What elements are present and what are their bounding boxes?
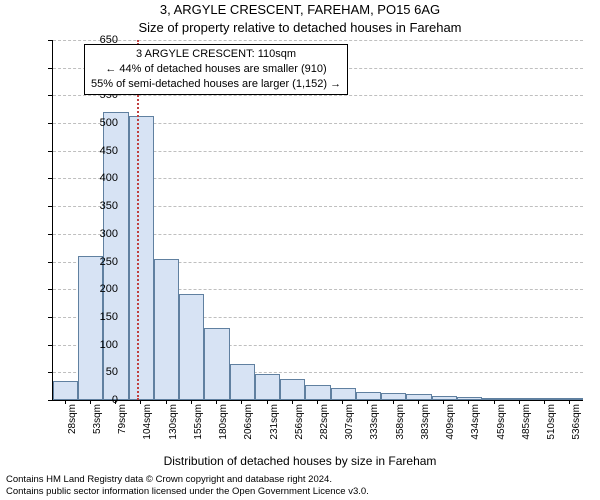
y-tick-mark: [48, 234, 52, 235]
x-tick-mark: [393, 400, 394, 404]
histogram-bar: [482, 398, 507, 400]
x-tick-mark: [519, 400, 520, 404]
x-tick-label: 256sqm: [294, 404, 305, 454]
x-tick-mark: [166, 400, 167, 404]
y-tick-label: 100: [58, 339, 118, 351]
y-tick-label: 150: [58, 311, 118, 323]
annotation-line-larger: 55% of semi-detached houses are larger (…: [91, 77, 341, 92]
chart-title-desc: Size of property relative to detached ho…: [0, 20, 600, 35]
x-tick-label: 510sqm: [546, 404, 557, 454]
annotation-line-property-size: 3 ARGYLE CRESCENT: 110sqm: [91, 47, 341, 62]
x-tick-mark: [292, 400, 293, 404]
histogram-bar: [356, 392, 381, 400]
x-tick-label: 383sqm: [420, 404, 431, 454]
histogram-bar: [129, 116, 154, 400]
footer-line-2: Contains public sector information licen…: [6, 486, 369, 498]
y-tick-mark: [48, 372, 52, 373]
x-tick-label: 434sqm: [470, 404, 481, 454]
x-tick-label: 79sqm: [117, 404, 128, 454]
y-tick-mark: [48, 206, 52, 207]
chart-container: 3, ARGYLE CRESCENT, FAREHAM, PO15 6AG Si…: [0, 0, 600, 500]
x-tick-label: 155sqm: [193, 404, 204, 454]
x-tick-mark: [317, 400, 318, 404]
annotation-box: 3 ARGYLE CRESCENT: 110sqm ← 44% of detac…: [84, 44, 348, 95]
x-tick-label: 282sqm: [319, 404, 330, 454]
y-tick-mark: [48, 123, 52, 124]
histogram-bar: [154, 259, 179, 400]
x-tick-mark: [544, 400, 545, 404]
x-tick-label: 130sqm: [168, 404, 179, 454]
y-tick-mark: [48, 345, 52, 346]
y-tick-mark: [48, 40, 52, 41]
x-axis-label: Distribution of detached houses by size …: [0, 454, 600, 468]
y-tick-mark: [48, 400, 52, 401]
histogram-bar: [507, 398, 532, 400]
x-tick-label: 206sqm: [243, 404, 254, 454]
y-tick-mark: [48, 289, 52, 290]
y-tick-label: 450: [58, 145, 118, 157]
histogram-bar: [381, 393, 406, 400]
grid-line: [53, 95, 583, 96]
x-tick-label: 333sqm: [369, 404, 380, 454]
histogram-bar: [255, 374, 280, 400]
x-tick-label: 485sqm: [521, 404, 532, 454]
histogram-bar: [230, 364, 255, 400]
x-tick-label: 104sqm: [142, 404, 153, 454]
annotation-line-smaller: ← 44% of detached houses are smaller (91…: [91, 62, 341, 77]
x-tick-mark: [216, 400, 217, 404]
histogram-bar: [331, 388, 356, 400]
y-tick-mark: [48, 151, 52, 152]
x-tick-label: 536sqm: [571, 404, 582, 454]
chart-title-address: 3, ARGYLE CRESCENT, FAREHAM, PO15 6AG: [0, 2, 600, 17]
x-tick-label: 180sqm: [218, 404, 229, 454]
y-tick-label: 50: [58, 366, 118, 378]
y-tick-label: 250: [58, 256, 118, 268]
x-tick-mark: [115, 400, 116, 404]
x-tick-mark: [267, 400, 268, 404]
y-tick-mark: [48, 178, 52, 179]
x-tick-mark: [90, 400, 91, 404]
x-tick-mark: [65, 400, 66, 404]
x-tick-label: 53sqm: [92, 404, 103, 454]
x-tick-label: 459sqm: [496, 404, 507, 454]
x-tick-mark: [418, 400, 419, 404]
x-tick-mark: [191, 400, 192, 404]
x-tick-label: 358sqm: [395, 404, 406, 454]
y-tick-label: 400: [58, 172, 118, 184]
footer-line-1: Contains HM Land Registry data © Crown c…: [6, 474, 369, 486]
histogram-bar: [280, 379, 305, 400]
footer-attribution: Contains HM Land Registry data © Crown c…: [6, 474, 369, 498]
histogram-bar: [305, 385, 330, 401]
x-tick-mark: [494, 400, 495, 404]
y-tick-label: 200: [58, 283, 118, 295]
y-tick-label: 350: [58, 200, 118, 212]
histogram-bar: [204, 328, 229, 400]
y-tick-mark: [48, 95, 52, 96]
y-tick-mark: [48, 262, 52, 263]
y-tick-mark: [48, 317, 52, 318]
grid-line: [53, 40, 583, 41]
x-tick-label: 231sqm: [269, 404, 280, 454]
histogram-bar: [406, 394, 431, 400]
histogram-bar: [179, 294, 204, 400]
x-tick-label: 409sqm: [445, 404, 456, 454]
histogram-bar: [78, 256, 103, 400]
y-tick-label: 500: [58, 117, 118, 129]
y-tick-label: 300: [58, 228, 118, 240]
x-tick-label: 28sqm: [67, 404, 78, 454]
x-tick-label: 307sqm: [344, 404, 355, 454]
y-tick-mark: [48, 68, 52, 69]
